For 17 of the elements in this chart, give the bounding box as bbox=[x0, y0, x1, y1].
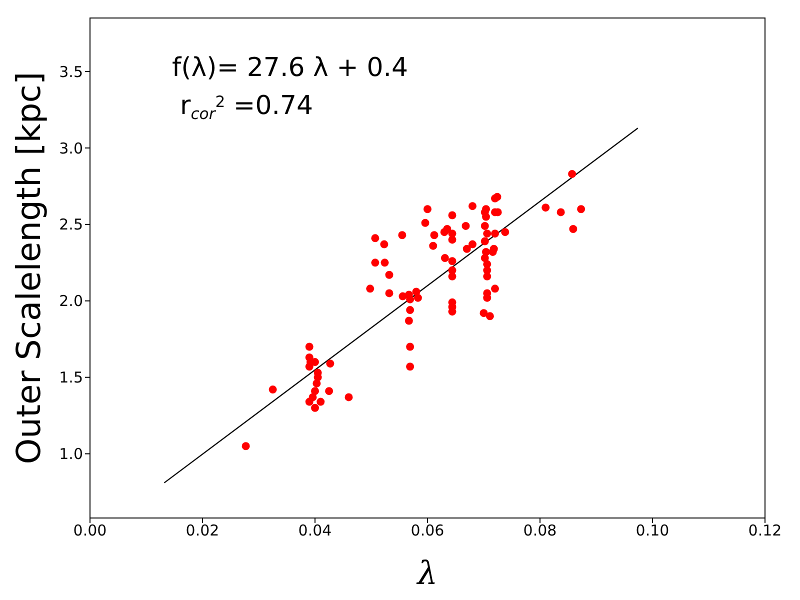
y-tick-label: 3.0 bbox=[59, 139, 83, 158]
annotation: f(λ)= 27.6 λ + 0.4 bbox=[172, 53, 408, 83]
x-tick-label: 0.02 bbox=[186, 522, 220, 540]
x-tick-label: 0.08 bbox=[523, 522, 557, 540]
annotation: r$_{cor}$$^{2}$ =0.74 bbox=[180, 91, 314, 123]
x-tick-label: 0.10 bbox=[636, 522, 670, 540]
x-axis-title: λ bbox=[415, 554, 438, 592]
x-tick-label: 0.04 bbox=[298, 522, 332, 540]
y-tick-label: 1.0 bbox=[59, 445, 83, 464]
y-axis-title: Outer Scalelength [kpc] bbox=[9, 72, 48, 464]
y-tick-label: 1.5 bbox=[59, 368, 83, 387]
y-tick-label: 2.5 bbox=[59, 216, 83, 234]
x-tick-label: 0.12 bbox=[748, 522, 782, 540]
x-tick-label: 0.00 bbox=[73, 522, 107, 540]
x-tick-label: 0.06 bbox=[410, 522, 444, 540]
y-tick-label: 3.5 bbox=[59, 62, 83, 81]
y-tick-label: 2.0 bbox=[59, 292, 83, 310]
